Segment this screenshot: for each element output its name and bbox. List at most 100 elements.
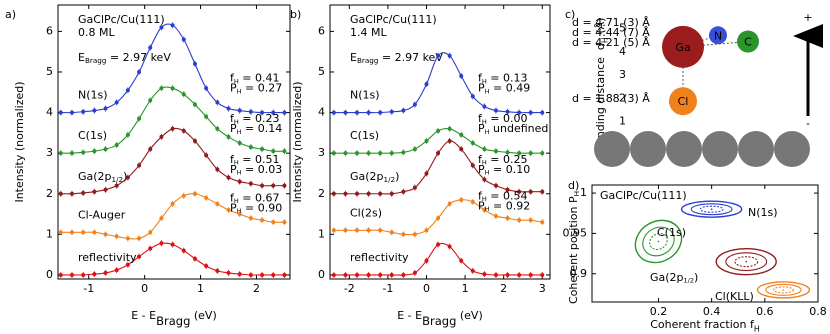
data-point — [137, 254, 142, 259]
data-point — [482, 177, 487, 182]
contour-center — [782, 289, 785, 291]
data-point — [92, 230, 97, 235]
fit-fraction: fH = 0.51 — [230, 153, 279, 167]
contour-center — [710, 208, 713, 211]
data-point — [114, 100, 119, 105]
data-point — [248, 216, 253, 221]
text-part: H — [482, 77, 487, 85]
text-part: f — [230, 72, 235, 85]
data-point — [226, 134, 231, 139]
contour — [699, 205, 724, 213]
data-point — [493, 183, 498, 188]
text-part: f — [478, 189, 483, 202]
data-point — [401, 232, 406, 237]
data-point — [528, 189, 533, 194]
series-label: reflectivity — [350, 251, 409, 264]
series-label: Cl-Auger — [78, 208, 126, 221]
y-tick-label: 0 — [318, 268, 325, 281]
text-part: H — [482, 195, 487, 203]
data-point — [505, 216, 510, 221]
data-point — [470, 94, 475, 99]
data-point — [215, 201, 220, 206]
data-point — [159, 134, 164, 139]
text-part: Coherent fraction f — [650, 318, 755, 331]
data-point — [92, 149, 97, 154]
data-point — [517, 272, 522, 277]
data-point — [103, 147, 108, 152]
text-part: H — [482, 158, 487, 166]
text-part: P — [230, 201, 237, 214]
data-point — [424, 171, 429, 176]
text-part: = 0.13 — [487, 72, 528, 85]
data-point — [58, 191, 63, 196]
text-part: 1/2 — [112, 175, 124, 184]
text-part: f — [230, 112, 235, 125]
text-part: H — [485, 87, 490, 95]
data-point — [192, 256, 197, 261]
y-tick-label: 0 — [46, 268, 53, 281]
data-point — [170, 126, 175, 131]
y-tick-label: 4 — [619, 45, 626, 58]
data-point — [331, 228, 336, 233]
text-part: H — [572, 191, 581, 196]
data-point — [378, 191, 383, 196]
y-tick-label: 6 — [318, 24, 325, 37]
data-point — [69, 151, 74, 156]
y-tick-label: 2 — [318, 187, 325, 200]
text-part: Bragg — [422, 313, 456, 327]
text-part: H — [234, 118, 239, 126]
fit-position: PH = 0.92 — [478, 199, 530, 213]
data-point — [366, 151, 371, 156]
y-axis-label: Coherent position PH — [567, 191, 581, 304]
text-part: Ga(2p — [350, 170, 384, 183]
x-tick-label: 0.8 — [809, 305, 827, 318]
y-tick-label: 2 — [619, 91, 626, 104]
data-point — [517, 189, 522, 194]
data-point — [81, 190, 86, 195]
data-point — [271, 220, 276, 225]
text-part: = 0.03 — [242, 163, 283, 176]
data-point — [103, 232, 108, 237]
text-part: P — [230, 122, 237, 135]
text-part: ) — [395, 170, 399, 183]
fit-position: PH = 0.49 — [478, 82, 530, 96]
data-point — [401, 189, 406, 194]
data-point — [459, 147, 464, 152]
data-point — [192, 102, 197, 107]
data-point — [103, 270, 108, 275]
data-point — [125, 88, 130, 93]
y-tick-label: 2 — [46, 187, 53, 200]
data-point — [148, 98, 153, 103]
data-point — [540, 272, 545, 277]
data-point — [447, 138, 452, 143]
fit-position: PH = 0.90 — [230, 201, 282, 215]
data-point — [493, 272, 498, 277]
data-point — [282, 220, 287, 225]
text-part: H — [482, 118, 487, 126]
text-part: reflectivity — [78, 251, 137, 264]
data-point — [389, 230, 394, 235]
data-point — [69, 272, 74, 277]
data-point — [459, 132, 464, 137]
data-point — [378, 110, 383, 115]
text-part: H — [485, 168, 490, 176]
series-label: Cl(2s) — [350, 206, 382, 219]
data-point — [237, 141, 242, 146]
data-point — [137, 163, 142, 168]
data-point — [260, 218, 265, 223]
series-label: N(1s) — [78, 89, 108, 102]
text-part: P — [478, 163, 485, 176]
text-part: = 0.00 — [487, 112, 528, 125]
series-label: C(1s) — [78, 129, 107, 142]
data-point — [92, 272, 97, 277]
text-part: 1.4 ML — [350, 26, 387, 39]
text-part: = 0.51 — [239, 153, 280, 166]
plot-frame — [329, 4, 551, 280]
y-tick-label: 4 — [46, 106, 53, 119]
data-point — [226, 270, 231, 275]
data-point — [271, 149, 276, 154]
data-point — [424, 228, 429, 233]
data-point — [366, 228, 371, 233]
data-point — [137, 69, 142, 74]
data-point — [343, 191, 348, 196]
